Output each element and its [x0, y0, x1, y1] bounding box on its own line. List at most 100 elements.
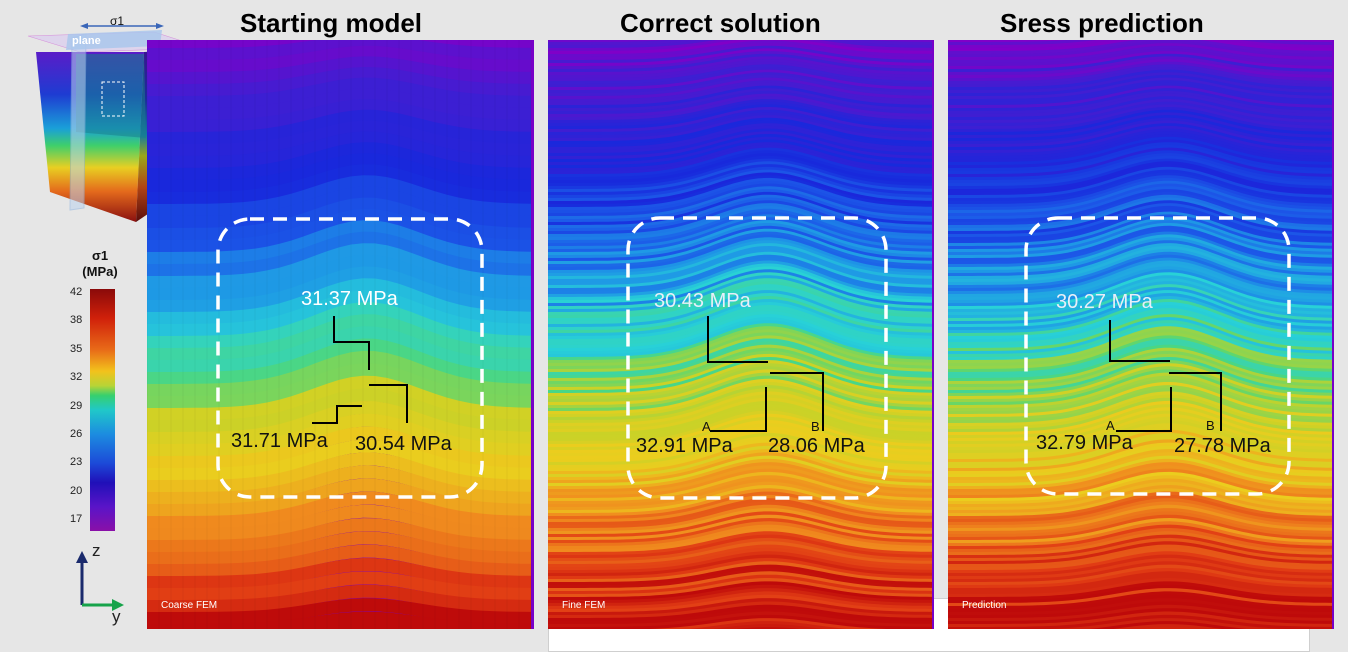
stress-layer — [948, 161, 1332, 193]
stress-layer — [948, 534, 1332, 559]
stress-layer — [948, 117, 1332, 145]
stress-layer — [548, 591, 932, 610]
stress-layer — [948, 80, 1332, 103]
leader-line — [710, 387, 767, 432]
stress-layer — [548, 571, 932, 592]
stress-layer — [948, 134, 1332, 163]
title-correct-solution: Correct solution — [620, 8, 821, 38]
stress-layer — [948, 514, 1332, 541]
stress-layer — [548, 501, 932, 529]
stress-layer — [948, 557, 1332, 580]
stress-layer — [948, 45, 1332, 64]
stress-layer — [147, 439, 531, 481]
leader-line — [1116, 387, 1172, 432]
y-axis-label: y — [112, 607, 121, 626]
stress-layer — [948, 471, 1332, 502]
stress-layer — [548, 465, 932, 496]
colorbar-title-units: (MPa) — [82, 264, 118, 279]
stress-layer — [548, 554, 932, 577]
stress-layer — [548, 578, 932, 598]
stress-layer — [948, 498, 1332, 526]
stress-layer — [948, 107, 1332, 133]
stress-layer — [948, 420, 1332, 454]
stress-layer — [948, 169, 1332, 202]
stress-layer — [948, 455, 1332, 487]
stress-layer — [948, 48, 1332, 67]
stress-layer — [948, 64, 1332, 85]
stress-layer — [948, 400, 1332, 436]
stress-layer — [948, 51, 1332, 70]
stress-layer — [548, 74, 932, 97]
stress-layer — [147, 452, 531, 493]
stress-layer — [548, 541, 932, 565]
stress-layer — [548, 117, 932, 145]
stress-layer — [548, 45, 932, 64]
stress-layer — [548, 40, 932, 52]
stress-layer — [548, 40, 932, 58]
stress-layer — [948, 385, 1332, 421]
stress-layer — [548, 115, 932, 142]
stress-layer — [948, 508, 1332, 535]
stress-layer — [548, 611, 932, 628]
stress-layer — [147, 120, 531, 157]
stress-layer — [548, 410, 932, 445]
stress-layer — [548, 375, 932, 412]
stress-layer — [147, 109, 531, 145]
stress-layer — [548, 134, 932, 163]
stress-layer — [548, 109, 932, 136]
stress-layer — [948, 153, 1332, 184]
stress-layer — [147, 302, 531, 349]
stress-layer — [548, 96, 932, 121]
stress-layer — [548, 142, 932, 172]
stress-layer — [548, 584, 932, 604]
stress-layer — [948, 131, 1332, 160]
stress-layer — [948, 568, 1332, 589]
prediction-point-a: A — [1106, 418, 1115, 433]
stress-layer — [948, 109, 1332, 136]
stress-layer — [948, 501, 1332, 529]
stress-layer — [1113, 624, 1223, 629]
stress-layer — [548, 416, 932, 451]
stress-layer — [948, 591, 1332, 610]
stress-layer — [713, 624, 823, 629]
stress-layer — [948, 485, 1332, 514]
colorbar-tick-label: 23 — [70, 456, 83, 469]
colorbar-tick-label: 26 — [70, 427, 83, 440]
stress-layer — [948, 598, 1332, 616]
stress-layer — [548, 147, 932, 178]
stress-layer — [548, 80, 932, 103]
stress-layer — [548, 407, 932, 442]
stress-layer — [948, 40, 1332, 58]
coarse-left-value: 31.71 MPa — [231, 430, 328, 452]
stress-layer — [548, 123, 932, 151]
stress-layer — [548, 432, 932, 466]
stress-layer — [948, 123, 1332, 151]
stress-layer — [948, 578, 1332, 598]
stress-layer — [548, 56, 932, 76]
stress-layer — [948, 366, 1332, 403]
stress-layer — [948, 69, 1332, 91]
stress-layer — [548, 400, 932, 436]
panel-prediction: Prediction 30.27 MPa A B 32.79 MPa 27.78… — [948, 40, 1334, 629]
stress-layer — [548, 518, 932, 544]
axes-indicator: z y — [70, 541, 130, 626]
stress-layer — [548, 61, 932, 82]
stress-layer — [548, 426, 932, 460]
stress-layer — [548, 120, 932, 148]
colorbar — [90, 289, 115, 531]
stress-layer — [548, 488, 932, 517]
stress-layer — [948, 429, 1332, 463]
stress-layer — [948, 74, 1332, 97]
fine-point-b: B — [811, 419, 820, 434]
stress-layer — [147, 197, 531, 241]
stress-layer — [548, 604, 932, 622]
stress-layer — [948, 478, 1332, 508]
stress-layer — [548, 404, 932, 439]
stress-layer — [948, 436, 1332, 469]
prediction-point-b: B — [1206, 418, 1215, 433]
stress-layer — [548, 564, 932, 586]
stress-layer — [1050, 618, 1286, 629]
stress-layer — [948, 547, 1332, 571]
stress-layer — [948, 40, 1332, 52]
stress-layer — [548, 388, 932, 424]
